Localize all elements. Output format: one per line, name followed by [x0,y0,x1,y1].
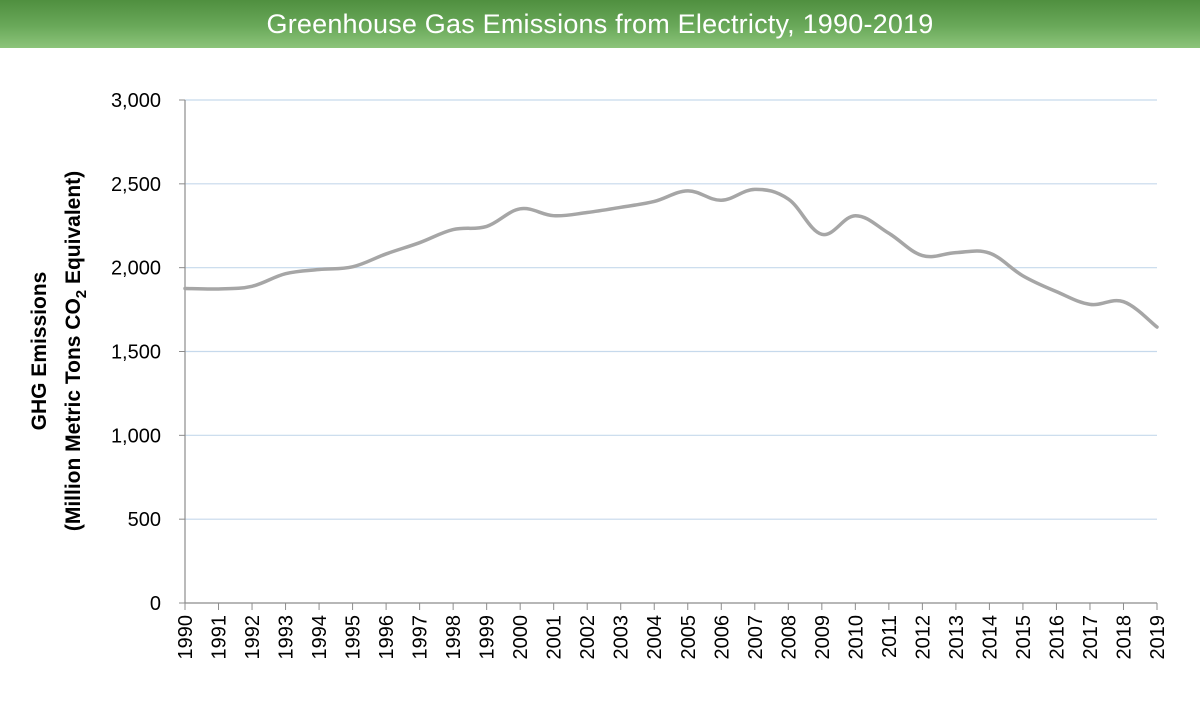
x-tick-label: 2005 [678,615,700,660]
x-tick-label: 2008 [778,615,800,660]
series [183,187,1159,329]
x-tick-label: 1995 [343,615,365,660]
y-axis-title-subscript: 2 [73,290,90,298]
x-tick-labels: 1990 1991 1992 1993 1994 1995 1996 1997 1998 1999… [175,615,1169,660]
x-tick-label: 2004 [644,615,666,660]
x-tick-label: 2001 [544,615,566,660]
x-tick-label: 1997 [410,615,432,660]
x-tick-label: 1993 [276,615,298,660]
x-tick-label: 2011 [879,615,901,658]
x-tick-label: 2013 [946,615,968,660]
x-tick-label: 2009 [812,615,834,660]
y-tick-label: 2,500 [111,174,161,196]
axes [179,99,1158,610]
series-line-0 [183,187,1159,329]
y-axis-title-suffix: Equivalent) [62,171,85,290]
y-tick-label: 500 [128,509,161,531]
x-tick-label: 2014 [979,615,1001,660]
y-tick-label: 1,500 [111,342,161,364]
y-tick-label: 1,000 [111,425,161,447]
chart-title: Greenhouse Gas Emissions from Electricty… [266,8,934,39]
x-tick-label: 2017 [1080,615,1102,660]
x-tick-label: 2015 [1013,615,1035,660]
x-tick-label: 1992 [242,615,264,660]
x-tick-label: 2016 [1046,615,1068,660]
y-axis-title-line1: GHG Emissions [28,272,51,431]
x-tick-label: 1990 [175,615,197,660]
x-tick-label: 2000 [510,615,532,660]
y-tick-label: 0 [150,593,161,615]
x-tick-label: 2003 [611,615,633,660]
y-axis-title-line2: (Million Metric Tons CO2 Equivalent) [62,171,90,531]
y-tick-label: 3,000 [111,90,161,112]
x-tick-label: 2006 [711,615,733,660]
x-tick-label: 1998 [443,615,465,660]
x-tick-label: 2019 [1147,615,1169,660]
y-axis-title-prefix: (Million Metric Tons CO [62,298,85,531]
x-tick-label: 1994 [309,615,331,660]
x-tick-label: 2010 [845,615,867,660]
y-tick-labels: 0 500 1,000 1,500 2,000 2,500 3,000 [111,90,161,615]
x-tick-label: 2012 [912,615,934,660]
y-tick-label: 2,000 [111,258,161,280]
x-tick-label: 1996 [376,615,398,660]
x-tick-label: 1999 [477,615,499,660]
x-tick-label: 2018 [1113,615,1135,660]
gridlines [185,99,1157,520]
chart-title-bar: Greenhouse Gas Emissions from Electricty… [0,0,1200,48]
x-tick-label: 2002 [577,615,599,660]
x-tick-label: 2007 [745,615,767,660]
x-tick-label: 1991 [209,615,231,660]
